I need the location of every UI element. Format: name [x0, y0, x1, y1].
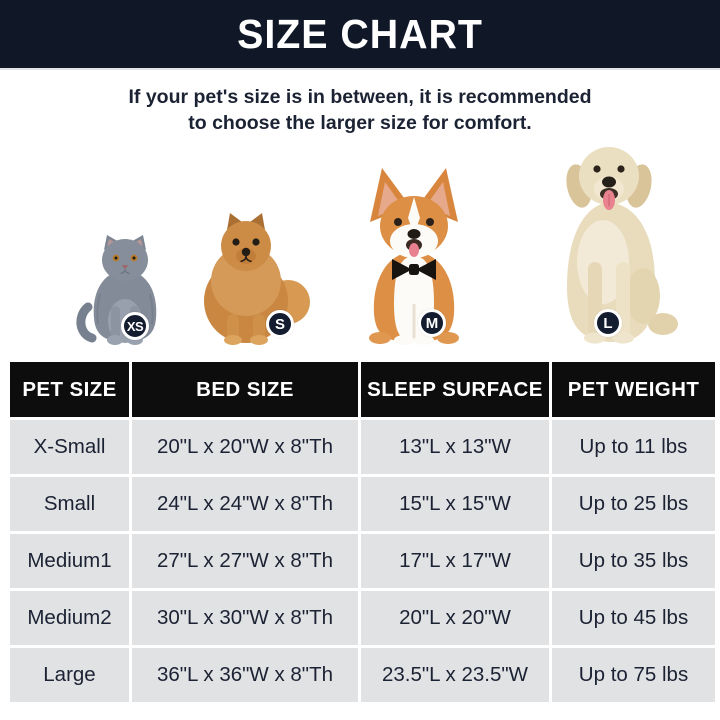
golden-retriever-illustration	[566, 147, 678, 344]
table-cell-pet-size: Medium1	[10, 534, 129, 588]
size-badge-m-label: M	[425, 314, 439, 332]
table-cell-bed-size: 24"L x 24"W x 8"Th	[132, 477, 358, 531]
table-cell-pet-size: Medium2	[10, 591, 129, 645]
size-badge-m: M	[418, 309, 446, 337]
size-badge-xs: XS	[121, 312, 149, 340]
table-cell-sleep-surface: 23.5"L x 23.5"W	[361, 648, 549, 702]
size-badge-l: L	[594, 309, 622, 337]
table-cell-pet-weight: Up to 11 lbs	[552, 420, 715, 474]
table-cell-pet-size: Large	[10, 648, 129, 702]
cat-illustration	[76, 235, 157, 345]
size-badge-xs-label: XS	[126, 318, 144, 334]
size-table: PET SIZE BED SIZE SLEEP SURFACE PET WEIG…	[10, 362, 715, 702]
table-cell-pet-weight: Up to 35 lbs	[552, 534, 715, 588]
cat-photo	[76, 234, 174, 346]
table-cell-bed-size: 27"L x 27"W x 8"Th	[132, 534, 358, 588]
pet-size-illustrations: XS S M L	[0, 136, 720, 346]
subtitle-line2: to choose the larger size for comfort.	[188, 111, 532, 134]
subtitle: If your pet's size is in between, it is …	[0, 85, 720, 136]
pomeranian-photo	[190, 208, 312, 346]
table-cell-sleep-surface: 17"L x 17"W	[361, 534, 549, 588]
table-cell-pet-size: Small	[10, 477, 129, 531]
table-cell-bed-size: 36"L x 36"W x 8"Th	[132, 648, 358, 702]
table-cell-sleep-surface: 20"L x 20"W	[361, 591, 549, 645]
golden-retriever-photo	[543, 136, 683, 346]
column-header-pet-weight: PET WEIGHT	[552, 362, 715, 417]
pomeranian-illustration	[204, 213, 310, 345]
column-header-sleep-surface: SLEEP SURFACE	[361, 362, 549, 417]
size-badge-l-label: L	[603, 314, 613, 332]
table-cell-pet-weight: Up to 25 lbs	[552, 477, 715, 531]
table-cell-sleep-surface: 15"L x 15"W	[361, 477, 549, 531]
table-cell-pet-weight: Up to 75 lbs	[552, 648, 715, 702]
subtitle-line1: If your pet's size is in between, it is …	[128, 86, 592, 108]
banner: SIZE CHART	[0, 0, 720, 70]
column-header-pet-size: PET SIZE	[10, 362, 129, 417]
page-title: SIZE CHART	[237, 10, 483, 57]
corgi-illustration	[369, 168, 459, 345]
table-cell-bed-size: 30"L x 30"W x 8"Th	[132, 591, 358, 645]
column-header-bed-size: BED SIZE	[132, 362, 358, 417]
table-cell-pet-weight: Up to 45 lbs	[552, 591, 715, 645]
table-cell-sleep-surface: 13"L x 13"W	[361, 420, 549, 474]
size-badge-s-label: S	[274, 315, 285, 333]
table-cell-pet-size: X-Small	[10, 420, 129, 474]
size-badge-s: S	[266, 310, 294, 338]
table-cell-bed-size: 20"L x 20"W x 8"Th	[132, 420, 358, 474]
corgi-photo	[350, 164, 478, 346]
